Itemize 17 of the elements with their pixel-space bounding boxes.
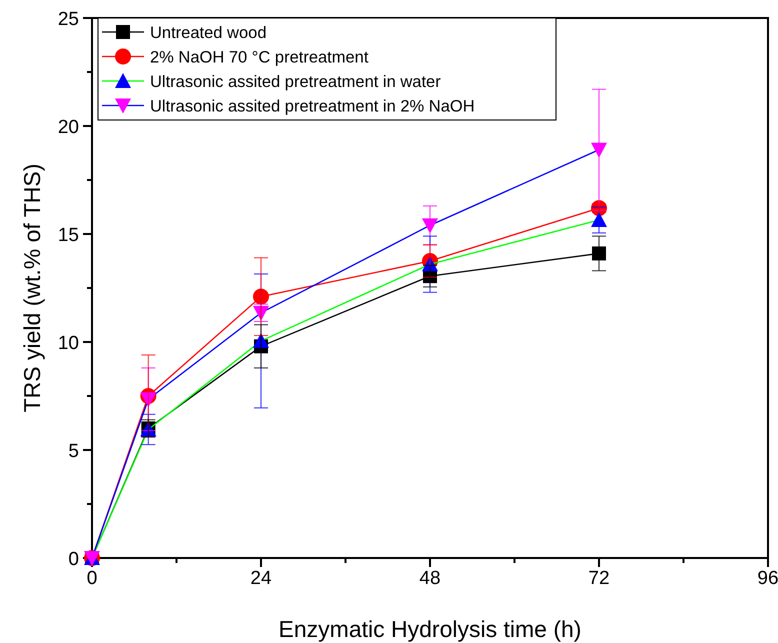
legend-label: Ultrasonic assited pretreatment in water (150, 73, 442, 91)
legend-label: Ultrasonic assited pretreatment in 2% NaOH (150, 98, 475, 116)
x-tick-label: 72 (588, 568, 610, 589)
y-tick-label: 5 (68, 441, 79, 462)
y-tick-label: 10 (58, 333, 79, 354)
legend-label: 2% NaOH 70 °C pretreatment (150, 48, 369, 66)
x-tick-label: 24 (250, 568, 272, 589)
y-tick-label: 0 (68, 549, 79, 570)
x-axis-title: Enzymatic Hydrolysis time (h) (278, 616, 582, 642)
y-axis-title: TRS yield (wt.% of THS) (19, 164, 45, 412)
y-tick-label: 20 (58, 117, 79, 138)
legend-label: Untreated wood (150, 24, 266, 42)
x-tick-label: 48 (419, 568, 441, 589)
y-tick-label: 25 (58, 9, 79, 30)
x-tick-label: 0 (86, 568, 98, 589)
y-tick-label: 15 (58, 225, 79, 246)
x-tick-label: 96 (757, 568, 778, 589)
